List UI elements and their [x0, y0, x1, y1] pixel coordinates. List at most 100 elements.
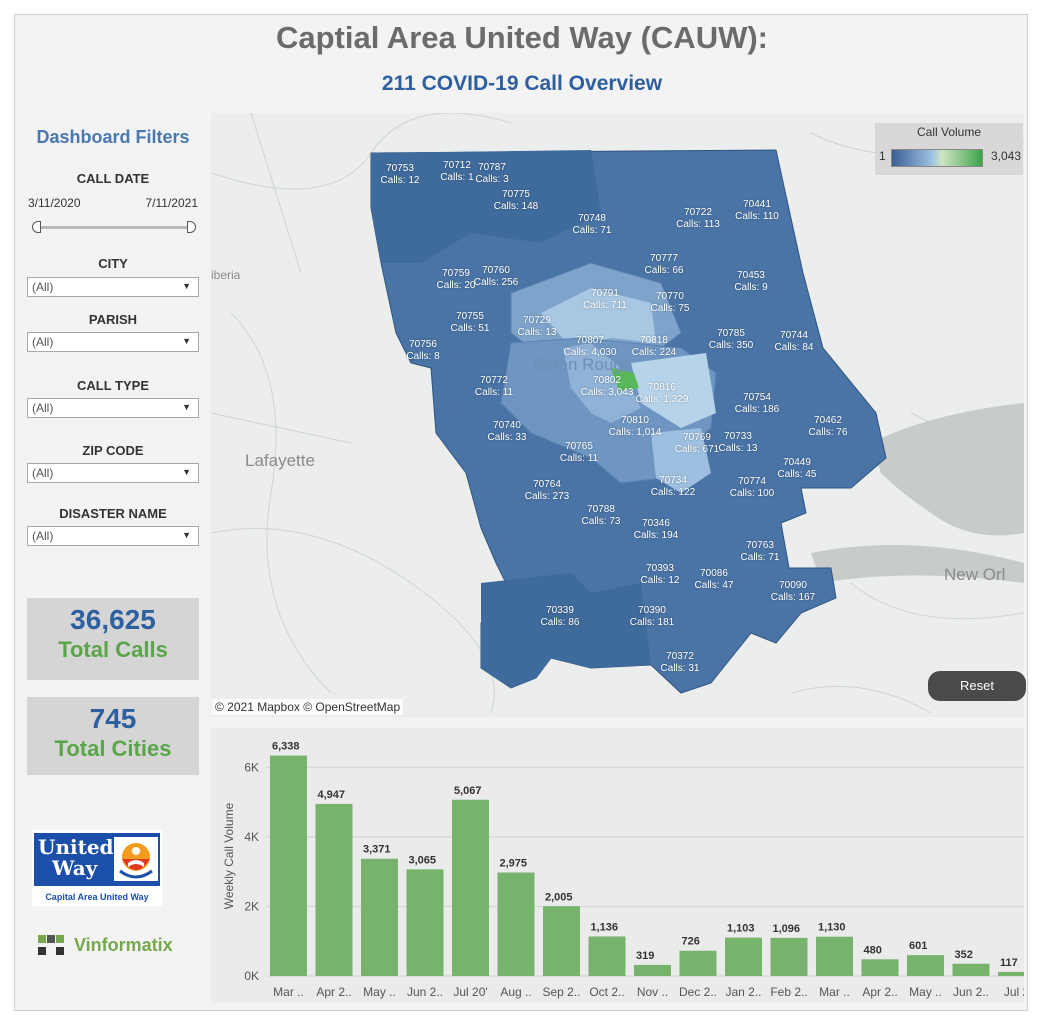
zip-70816-region [631, 353, 716, 428]
south-zips-region [481, 573, 651, 688]
zip-label-70722[interactable]: 70722 Calls: 113 [676, 207, 720, 231]
zip-label-70753[interactable]: 70753 Calls: 12 [381, 163, 420, 187]
zip-calls-text: Calls: 224 [631, 347, 677, 358]
y-tick-label: 4K [244, 830, 259, 844]
zip-calls-text: Calls: 12 [380, 175, 420, 186]
zip-code-text: 70777 [650, 253, 678, 264]
zip-calls-text: Calls: 11 [474, 387, 514, 398]
zip-label-70759[interactable]: 70759 Calls: 20 [437, 268, 476, 292]
zip-code-text: 70753 [386, 163, 414, 174]
zip-label-70449[interactable]: 70449 Calls: 45 [778, 457, 817, 481]
zip-calls-text: Calls: 71 [572, 225, 612, 236]
bar-13 [816, 936, 853, 976]
zip-label-70393[interactable]: 70393 Calls: 12 [641, 563, 680, 587]
zip-label-70772[interactable]: 70772 Calls: 11 [475, 375, 513, 399]
zip-label-70816[interactable]: 70816 Calls: 1,329 [636, 382, 689, 406]
zip-label-70760[interactable]: 70760 Calls: 256 [474, 265, 518, 289]
zip-label-70453[interactable]: 70453 Calls: 9 [734, 270, 767, 294]
zip-code-text: 70090 [779, 580, 807, 591]
zip-code-text: 70346 [642, 518, 670, 529]
zip-label-70765[interactable]: 70765 Calls: 11 [560, 441, 598, 465]
dashboard-subtitle: 211 COVID-19 Call Overview [381, 72, 663, 95]
zip-label-70774[interactable]: 70774 Calls: 100 [730, 476, 774, 500]
zip-label-70770[interactable]: 70770 Calls: 75 [651, 291, 690, 315]
call-date-slider[interactable] [32, 221, 196, 233]
zip-label-70763[interactable]: 70763 Calls: 71 [741, 540, 780, 564]
zip-label-70712[interactable]: 70712 Calls: 1 [440, 160, 473, 184]
call-date-label: CALL DATE [76, 171, 150, 186]
zip-label-70733[interactable]: 70733 Calls: 13 [719, 431, 758, 455]
zip-label-70372[interactable]: 70372 Calls: 31 [661, 651, 700, 675]
zip-label-70462[interactable]: 70462 Calls: 76 [809, 415, 848, 439]
disaster-name-dropdown-value: (All) [32, 529, 54, 543]
disaster-name-dropdown[interactable]: (All) ▼ [27, 526, 199, 546]
parish-dropdown[interactable]: (All) ▼ [27, 332, 199, 352]
zip-calls-text: Calls: 66 [644, 265, 684, 276]
bar-2 [315, 803, 353, 976]
zip-70802-region [611, 368, 639, 391]
zip-code-text: 70787 [478, 162, 506, 173]
zip-label-70744[interactable]: 70744 Calls: 84 [775, 330, 814, 354]
zip-label-70775[interactable]: 70775 Calls: 148 [494, 189, 538, 213]
zip-label-70734[interactable]: 70734 Calls: 122 [651, 475, 695, 499]
zip-code-text: 70086 [700, 568, 728, 579]
bar-value-label: 2,975 [500, 858, 528, 870]
zip-code-text: 70765 [565, 441, 593, 452]
zip-label-70807[interactable]: 70807 Calls: 4,030 [564, 335, 617, 359]
zip-calls-text: Calls: 1,014 [608, 427, 662, 438]
zip-label-70754[interactable]: 70754 Calls: 186 [735, 392, 779, 416]
zip-label-70748[interactable]: 70748 Calls: 71 [573, 213, 612, 237]
zip-calls-text: Calls: 75 [650, 303, 690, 314]
x-tick-label: Feb 2.. [770, 985, 807, 999]
zip-code-map[interactable]: Lafayette New Orl Baton Rouge iberia 707… [211, 113, 1024, 717]
united-way-caption: Capital Area United Way [45, 892, 149, 902]
zip-label-70791[interactable]: 70791 Calls: 711 [583, 288, 627, 312]
zip-calls-text: Calls: 4,030 [563, 347, 617, 358]
bar-value-label: 601 [909, 940, 927, 952]
zip-calls-text: Calls: 3,043 [580, 387, 634, 398]
zip-code-text: 70760 [482, 265, 510, 276]
zip-label-70777[interactable]: 70777 Calls: 66 [645, 253, 684, 277]
slider-start-handle[interactable] [32, 221, 41, 233]
zip-code-text: 70390 [638, 605, 666, 616]
zip-label-70756[interactable]: 70756 Calls: 8 [406, 339, 439, 363]
zip-label-70785[interactable]: 70785 Calls: 350 [709, 328, 753, 352]
zip-label-70764[interactable]: 70764 Calls: 273 [525, 479, 569, 503]
zip-code-text: 70802 [593, 375, 621, 386]
zip-label-70390[interactable]: 70390 Calls: 181 [630, 605, 674, 629]
zip-calls-text: Calls: 76 [808, 427, 848, 438]
chevron-down-icon: ▼ [182, 530, 191, 540]
zip-label-70755[interactable]: 70755 Calls: 51 [451, 311, 490, 335]
zip-label-70818[interactable]: 70818 Calls: 224 [632, 335, 676, 359]
zip-label-70787[interactable]: 70787 Calls: 3 [475, 162, 508, 186]
zip-label-70769[interactable]: 70769 Calls: 671 [675, 432, 719, 456]
zip-label-70810[interactable]: 70810 Calls: 1,014 [609, 415, 662, 439]
zip-calls-text: Calls: 671 [674, 444, 720, 455]
zip-label-70740[interactable]: 70740 Calls: 33 [488, 420, 527, 444]
zip-code-text: 70785 [717, 328, 745, 339]
reset-button[interactable]: Reset [928, 671, 1026, 701]
zip-label-70346[interactable]: 70346 Calls: 194 [634, 518, 678, 542]
zip-label-70339[interactable]: 70339 Calls: 86 [541, 605, 580, 629]
city-dropdown[interactable]: (All) ▼ [27, 277, 199, 297]
zip-code-text: 70791 [591, 288, 619, 299]
zip-label-70802[interactable]: 70802 Calls: 3,043 [581, 375, 634, 399]
zip-label-70788[interactable]: 70788 Calls: 73 [582, 504, 621, 528]
zip-calls-text: Calls: 186 [734, 404, 780, 415]
zip-label-70441[interactable]: 70441 Calls: 110 [735, 199, 779, 223]
slider-end-handle[interactable] [187, 221, 196, 233]
bar-14 [861, 959, 899, 976]
bar-10 [679, 950, 717, 976]
parish-filter-label: PARISH [88, 312, 138, 327]
bar-16 [952, 963, 990, 976]
zip-label-70090[interactable]: 70090 Calls: 167 [771, 580, 815, 604]
call-type-dropdown-value: (All) [32, 401, 54, 415]
zip-code-dropdown[interactable]: (All) ▼ [27, 463, 199, 483]
call-date-range: 3/11/2020 7/11/2021 [28, 196, 198, 210]
zip-label-70086[interactable]: 70086 Calls: 47 [695, 568, 734, 592]
bar-5 [452, 799, 489, 976]
zip-calls-text: Calls: 12 [640, 575, 680, 586]
zip-calls-text: Calls: 33 [487, 432, 527, 443]
zip-label-70729[interactable]: 70729 Calls: 13 [518, 315, 557, 339]
call-type-dropdown[interactable]: (All) ▼ [27, 398, 199, 418]
